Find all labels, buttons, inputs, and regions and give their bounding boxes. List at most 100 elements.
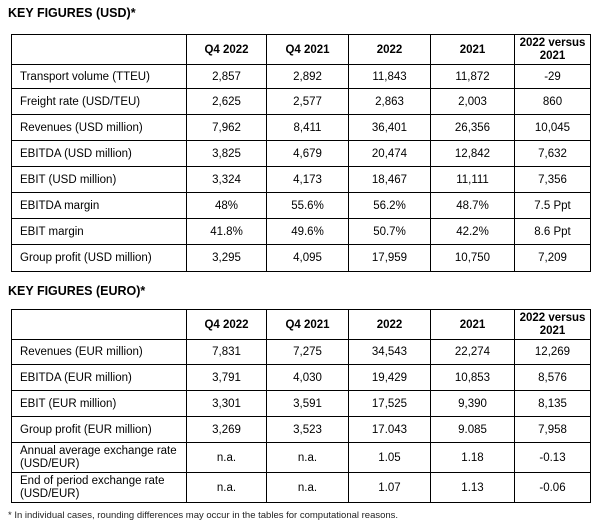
row-label: EBITDA (EUR million) [11,364,187,391]
eur-key-figures-table: Q4 2022 Q4 2021 2022 2021 2022 versus 2021 Re… [11,309,591,503]
value-cell: 3,301 [186,390,267,417]
value-cell: 7.5 Ppt [514,192,591,219]
row-label: EBIT (USD million) [11,166,187,193]
value-cell: 36,401 [348,114,431,141]
table-row: Freight rate (USD/TEU) 2,625 2,577 2,863 2,0… [11,88,591,115]
table-header-row: Q4 2022 Q4 2021 2022 2021 2022 versus 2021 [11,309,591,340]
row-label: EBITDA margin [11,192,187,219]
value-cell: 7,958 [514,416,591,443]
value-cell: 3,791 [186,364,267,391]
table-row: Group profit (EUR million) 3,269 3,523 17.0… [11,416,591,443]
value-cell: 48.7% [430,192,515,219]
header-cell: Q4 2022 [186,34,267,65]
row-label: EBITDA (USD million) [11,140,187,167]
footnote: * In individual cases, rounding differen… [8,510,399,521]
value-cell: 12,269 [514,339,591,365]
usd-section-title: KEY FIGURES (USD)* [8,6,136,20]
value-cell: 17.043 [348,416,431,443]
table-row: EBIT (EUR million) 3,301 3,591 17,525 9,390 8… [11,390,591,417]
value-cell: 2,003 [430,88,515,115]
table-row: Annual average exchange rate (USD/EUR) n.… [11,442,591,473]
value-cell: 11,872 [430,64,515,89]
value-cell: 2,625 [186,88,267,115]
header-cell: 2022 versus 2021 [514,34,591,65]
value-cell: 50.7% [348,218,431,245]
row-label: EBIT (EUR million) [11,390,187,417]
header-cell: Q4 2021 [266,34,349,65]
usd-key-figures-table: Q4 2022 Q4 2021 2022 2021 2022 versus 2021 Tr… [11,34,591,272]
value-cell: n.a. [266,472,349,503]
value-cell: 1.13 [430,472,515,503]
value-cell: 4,030 [266,364,349,391]
header-cell-empty [11,34,187,65]
value-cell: 26,356 [430,114,515,141]
value-cell: 7,356 [514,166,591,193]
table-row: Revenues (EUR million) 7,831 7,275 34,543 22… [11,339,591,365]
table-row: EBITDA margin 48% 55.6% 56.2% 48.7% 7.5 Ppt [11,192,591,219]
row-label: Group profit (USD million) [11,244,187,272]
value-cell: 7,962 [186,114,267,141]
table-row: Revenues (USD million) 7,962 8,411 36,401 26… [11,114,591,141]
value-cell: 3,523 [266,416,349,443]
value-cell: 1.05 [348,442,431,473]
header-cell: 2022 versus 2021 [514,309,591,340]
row-label: End of period exchange rate (USD/EUR) [11,472,187,503]
value-cell: 17,959 [348,244,431,272]
header-cell: Q4 2022 [186,309,267,340]
value-cell: 17,525 [348,390,431,417]
value-cell: 34,543 [348,339,431,365]
value-cell: 11,843 [348,64,431,89]
value-cell: 8.6 Ppt [514,218,591,245]
table-row: EBITDA (EUR million) 3,791 4,030 19,429 10,8… [11,364,591,391]
table-header-row: Q4 2022 Q4 2021 2022 2021 2022 versus 2021 [11,34,591,65]
header-cell: 2022 [348,34,431,65]
value-cell: 2,863 [348,88,431,115]
header-cell-empty [11,309,187,340]
value-cell: 10,045 [514,114,591,141]
value-cell: n.a. [186,472,267,503]
value-cell: 4,679 [266,140,349,167]
value-cell: 19,429 [348,364,431,391]
table-row: End of period exchange rate (USD/EUR) n.a… [11,472,591,503]
table-row: EBIT (USD million) 3,324 4,173 18,467 11,111… [11,166,591,193]
value-cell: 56.2% [348,192,431,219]
value-cell: 7,831 [186,339,267,365]
value-cell: 41.8% [186,218,267,245]
value-cell: 48% [186,192,267,219]
value-cell: 20,474 [348,140,431,167]
value-cell: 8,135 [514,390,591,417]
eur-section-title: KEY FIGURES (EURO)* [8,284,146,298]
header-cell: 2022 [348,309,431,340]
value-cell: 3,295 [186,244,267,272]
value-cell: 3,825 [186,140,267,167]
row-label: Revenues (EUR million) [11,339,187,365]
table-row: EBIT margin 41.8% 49.6% 50.7% 42.2% 8.6 Ppt [11,218,591,245]
value-cell: 8,411 [266,114,349,141]
value-cell: 18,467 [348,166,431,193]
row-label: Freight rate (USD/TEU) [11,88,187,115]
table-row: Group profit (USD million) 3,295 4,095 17,9… [11,244,591,272]
value-cell: 2,892 [266,64,349,89]
header-cell: 2021 [430,309,515,340]
value-cell: 9,390 [430,390,515,417]
value-cell: 9.085 [430,416,515,443]
value-cell: 3,324 [186,166,267,193]
row-label: EBIT margin [11,218,187,245]
value-cell: 49.6% [266,218,349,245]
value-cell: 7,209 [514,244,591,272]
value-cell: 8,576 [514,364,591,391]
value-cell: 3,269 [186,416,267,443]
row-label: Group profit (EUR million) [11,416,187,443]
value-cell: 12,842 [430,140,515,167]
value-cell: 10,853 [430,364,515,391]
row-label: Annual average exchange rate (USD/EUR) [11,442,187,473]
value-cell: 7,632 [514,140,591,167]
header-cell: 2021 [430,34,515,65]
value-cell: 22,274 [430,339,515,365]
value-cell: 1.18 [430,442,515,473]
value-cell: 2,857 [186,64,267,89]
value-cell: 3,591 [266,390,349,417]
value-cell: 55.6% [266,192,349,219]
value-cell: n.a. [186,442,267,473]
value-cell: n.a. [266,442,349,473]
